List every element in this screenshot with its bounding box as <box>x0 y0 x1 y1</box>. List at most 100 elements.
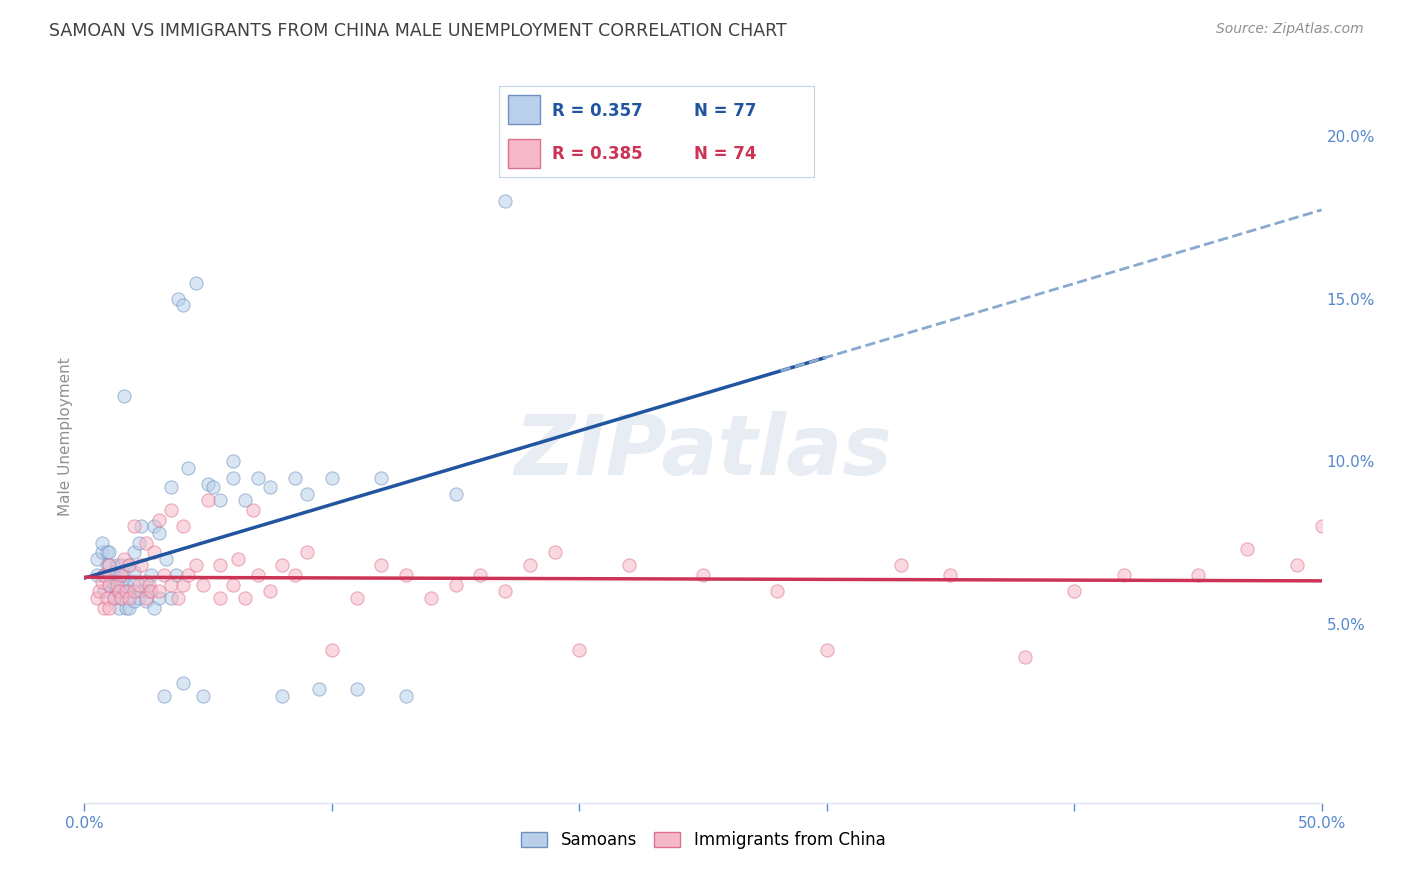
Legend: Samoans, Immigrants from China: Samoans, Immigrants from China <box>520 831 886 849</box>
Point <box>93 568 115 582</box>
Point <box>1236 542 1258 557</box>
Point <box>395 689 418 703</box>
Point <box>105 578 128 592</box>
Point <box>284 471 307 485</box>
Point <box>890 558 912 573</box>
Point <box>98 568 121 582</box>
Point <box>112 584 135 599</box>
Point <box>346 591 368 605</box>
Point <box>86 591 108 605</box>
Point <box>222 578 245 592</box>
Point <box>90 535 112 549</box>
Point <box>103 565 125 579</box>
Point <box>110 578 132 592</box>
Point <box>122 578 145 592</box>
Point <box>138 578 160 592</box>
Point <box>165 568 187 582</box>
Point <box>122 565 145 579</box>
Point <box>122 584 145 599</box>
Point <box>128 591 150 605</box>
Point <box>395 568 418 582</box>
Text: ZIPatlas: ZIPatlas <box>515 411 891 492</box>
Point <box>444 578 467 592</box>
Point <box>177 461 200 475</box>
Point <box>155 552 177 566</box>
Point <box>110 591 132 605</box>
Point <box>135 535 157 549</box>
Point <box>222 454 245 468</box>
Point <box>118 558 141 573</box>
Point <box>184 276 207 290</box>
Point <box>122 594 145 608</box>
Point <box>1187 568 1209 582</box>
Point <box>209 493 232 508</box>
Point <box>1014 649 1036 664</box>
Point <box>308 681 330 696</box>
Point <box>1310 519 1333 533</box>
Point <box>470 568 492 582</box>
Point <box>115 600 138 615</box>
Point <box>148 584 170 599</box>
Point <box>197 493 219 508</box>
Point <box>160 591 183 605</box>
Point <box>172 298 194 312</box>
Point <box>1112 568 1135 582</box>
Point <box>138 584 160 599</box>
Point <box>184 558 207 573</box>
Point <box>98 558 121 573</box>
Point <box>110 558 132 573</box>
Point <box>321 643 343 657</box>
Point <box>939 568 962 582</box>
Point <box>103 591 125 605</box>
Point <box>96 591 118 605</box>
Point <box>246 568 269 582</box>
Point <box>209 558 232 573</box>
Point <box>444 487 467 501</box>
Point <box>103 578 125 592</box>
Point <box>259 584 281 599</box>
Point <box>141 568 163 582</box>
Point <box>271 689 294 703</box>
Point <box>494 194 516 209</box>
Point <box>370 471 392 485</box>
Point <box>295 545 318 559</box>
Point <box>284 568 307 582</box>
Point <box>122 519 145 533</box>
Point <box>226 552 249 566</box>
Point <box>148 526 170 541</box>
Point <box>142 519 165 533</box>
Point <box>233 493 256 508</box>
Point <box>148 513 170 527</box>
Point <box>191 578 214 592</box>
Point <box>90 545 112 559</box>
Point <box>93 584 115 599</box>
Point <box>321 471 343 485</box>
Point <box>118 558 141 573</box>
Point <box>242 503 264 517</box>
Point <box>112 389 135 403</box>
Point <box>271 558 294 573</box>
Point <box>110 568 132 582</box>
Point <box>118 591 141 605</box>
Point <box>172 578 194 592</box>
Point <box>766 584 789 599</box>
Point <box>172 675 194 690</box>
Point <box>110 591 132 605</box>
Point <box>246 471 269 485</box>
Point <box>98 578 121 592</box>
Point <box>96 558 118 573</box>
Point <box>105 584 128 599</box>
Point <box>370 558 392 573</box>
Point <box>692 568 714 582</box>
Y-axis label: Male Unemployment: Male Unemployment <box>58 358 73 516</box>
Point <box>105 574 128 589</box>
Point <box>197 477 219 491</box>
Point <box>494 584 516 599</box>
Point <box>86 568 108 582</box>
Point <box>98 545 121 559</box>
Point <box>295 487 318 501</box>
Point <box>129 584 152 599</box>
Point <box>1285 558 1308 573</box>
Point <box>419 591 441 605</box>
Point <box>142 545 165 559</box>
